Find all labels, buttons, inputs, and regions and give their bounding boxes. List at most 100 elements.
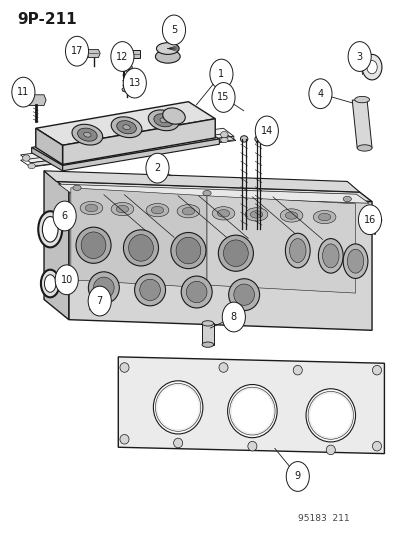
Ellipse shape [254,136,262,142]
Ellipse shape [361,54,381,80]
Text: 8: 8 [230,312,236,322]
Ellipse shape [356,145,371,151]
Ellipse shape [140,279,160,301]
Ellipse shape [229,387,274,435]
Ellipse shape [372,366,381,375]
Polygon shape [87,50,100,58]
Ellipse shape [155,383,200,431]
Ellipse shape [177,205,199,218]
Ellipse shape [155,50,180,63]
Circle shape [145,154,169,183]
Text: 10: 10 [60,275,73,285]
Ellipse shape [181,276,211,308]
Polygon shape [368,217,381,224]
Ellipse shape [77,128,97,141]
Ellipse shape [73,185,81,190]
Polygon shape [31,136,233,166]
Ellipse shape [120,363,129,372]
Ellipse shape [162,108,185,124]
Text: 95183  211: 95183 211 [297,514,349,523]
Ellipse shape [134,274,165,306]
Ellipse shape [217,209,229,217]
Ellipse shape [85,204,97,212]
Ellipse shape [285,212,297,219]
Ellipse shape [116,120,136,134]
Text: 4: 4 [317,88,323,99]
Ellipse shape [22,155,30,161]
Ellipse shape [307,391,353,439]
Ellipse shape [151,206,163,214]
Ellipse shape [227,384,276,438]
Polygon shape [118,357,384,454]
Ellipse shape [202,342,213,348]
Ellipse shape [123,230,158,266]
Ellipse shape [120,434,129,444]
Ellipse shape [121,64,132,70]
Text: 3: 3 [356,52,362,61]
Ellipse shape [154,114,173,127]
Circle shape [255,116,278,146]
Ellipse shape [148,110,178,131]
Ellipse shape [81,232,106,259]
Ellipse shape [318,213,330,221]
Polygon shape [31,122,219,165]
Circle shape [12,77,35,107]
Ellipse shape [28,164,35,168]
Ellipse shape [93,277,114,298]
Ellipse shape [123,125,130,130]
Circle shape [65,36,88,66]
Polygon shape [202,324,213,345]
Ellipse shape [223,240,248,266]
Ellipse shape [42,216,58,242]
Ellipse shape [240,136,247,142]
Text: 6: 6 [62,211,68,221]
Ellipse shape [176,237,200,264]
Ellipse shape [342,244,367,278]
Ellipse shape [171,232,206,269]
Polygon shape [25,95,46,106]
Ellipse shape [116,205,128,213]
Ellipse shape [292,366,301,375]
Polygon shape [71,188,206,288]
Circle shape [88,286,111,316]
Ellipse shape [305,389,355,442]
Polygon shape [58,184,368,203]
Ellipse shape [309,393,351,437]
Text: 5: 5 [171,25,177,35]
Ellipse shape [347,249,363,273]
Ellipse shape [218,363,228,372]
Ellipse shape [153,381,202,434]
Circle shape [211,83,235,112]
Text: 12: 12 [116,52,128,61]
Ellipse shape [80,201,102,215]
Ellipse shape [354,96,369,103]
Ellipse shape [111,203,133,216]
Ellipse shape [159,118,167,123]
Ellipse shape [220,132,228,138]
Ellipse shape [285,233,309,268]
Circle shape [347,42,370,71]
Circle shape [209,59,233,89]
Ellipse shape [342,196,351,201]
Circle shape [123,68,146,98]
Ellipse shape [218,235,253,271]
Text: 9: 9 [294,472,300,481]
Ellipse shape [231,389,272,433]
Ellipse shape [83,132,91,137]
Ellipse shape [372,441,381,451]
Ellipse shape [128,235,153,261]
Circle shape [53,201,76,231]
Polygon shape [21,128,233,163]
Ellipse shape [289,239,305,263]
Polygon shape [69,191,371,330]
Polygon shape [125,50,140,58]
Polygon shape [44,171,69,320]
Ellipse shape [313,211,335,224]
Circle shape [285,462,309,491]
Text: 9P-211: 9P-211 [17,12,77,27]
Polygon shape [206,196,355,293]
Ellipse shape [228,279,259,311]
Polygon shape [44,171,359,192]
Polygon shape [351,100,371,148]
Ellipse shape [44,274,56,292]
